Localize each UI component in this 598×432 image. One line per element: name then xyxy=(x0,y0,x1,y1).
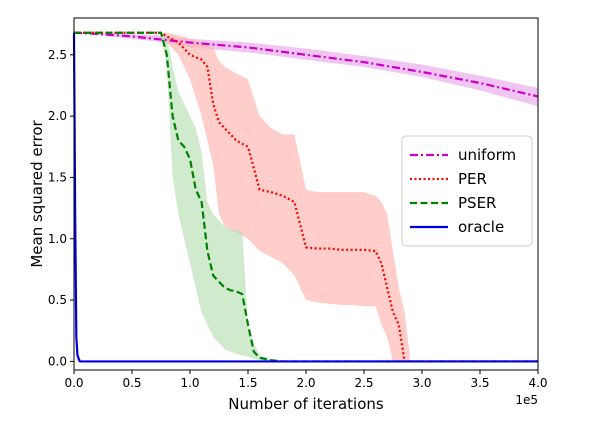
series-line-uniform xyxy=(73,31,539,98)
x-tick-label: 0.0 xyxy=(64,376,83,390)
y-tick-label: 2.5 xyxy=(48,48,67,62)
x-tick-label: 3.5 xyxy=(470,376,489,390)
legend-label-oracle: oracle xyxy=(458,218,504,236)
y-tick-label: 0.0 xyxy=(48,354,67,368)
series-line-oracle xyxy=(72,32,538,363)
x-tick-label: 1.5 xyxy=(238,376,257,390)
x-tick-label: 4.0 xyxy=(528,376,547,390)
legend-label-PSER: PSER xyxy=(458,194,496,212)
x-tick-label: 3.0 xyxy=(412,376,431,390)
legend: uniform PER PSER oracle xyxy=(401,135,533,247)
legend-label-uniform: uniform xyxy=(458,146,516,164)
x-tick-label: 2.5 xyxy=(354,376,373,390)
y-axis-ticks: 0.0 0.5 1.0 1.5 2.0 2.5 xyxy=(48,48,74,368)
series-line-PSER xyxy=(74,31,538,363)
y-tick-label: 2.0 xyxy=(48,109,67,123)
y-tick-label: 1.5 xyxy=(48,170,67,184)
y-axis-label: Mean squared error xyxy=(28,119,46,267)
y-tick-label: 0.5 xyxy=(48,293,67,307)
x-tick-label: 1.0 xyxy=(180,376,199,390)
x-tick-label: 0.5 xyxy=(122,376,141,390)
confidence-bands xyxy=(74,32,538,362)
series-line-PER xyxy=(74,31,538,363)
x-axis-scale-label: 1e5 xyxy=(515,393,538,407)
x-axis-ticks: 0.0 0.5 1.0 1.5 2.0 2.5 3.0 3.5 4.0 xyxy=(64,370,548,390)
y-tick-label: 1.0 xyxy=(48,232,67,246)
x-tick-label: 2.0 xyxy=(296,376,315,390)
legend-box xyxy=(401,135,533,247)
x-axis-label: Number of iterations xyxy=(228,395,384,413)
series-lines xyxy=(72,31,539,363)
band-PER xyxy=(74,32,538,362)
legend-label-PER: PER xyxy=(458,170,487,188)
band-uniform xyxy=(74,32,538,107)
